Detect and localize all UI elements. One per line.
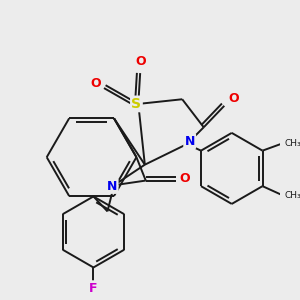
Text: O: O: [136, 56, 146, 68]
Text: CH₃: CH₃: [285, 139, 300, 148]
Text: N: N: [107, 180, 117, 193]
Text: S: S: [131, 97, 141, 111]
Text: O: O: [90, 77, 101, 90]
Text: F: F: [89, 281, 98, 295]
Text: O: O: [180, 172, 190, 185]
Text: N: N: [184, 135, 195, 148]
Text: O: O: [228, 92, 239, 105]
Text: CH₃: CH₃: [285, 191, 300, 200]
